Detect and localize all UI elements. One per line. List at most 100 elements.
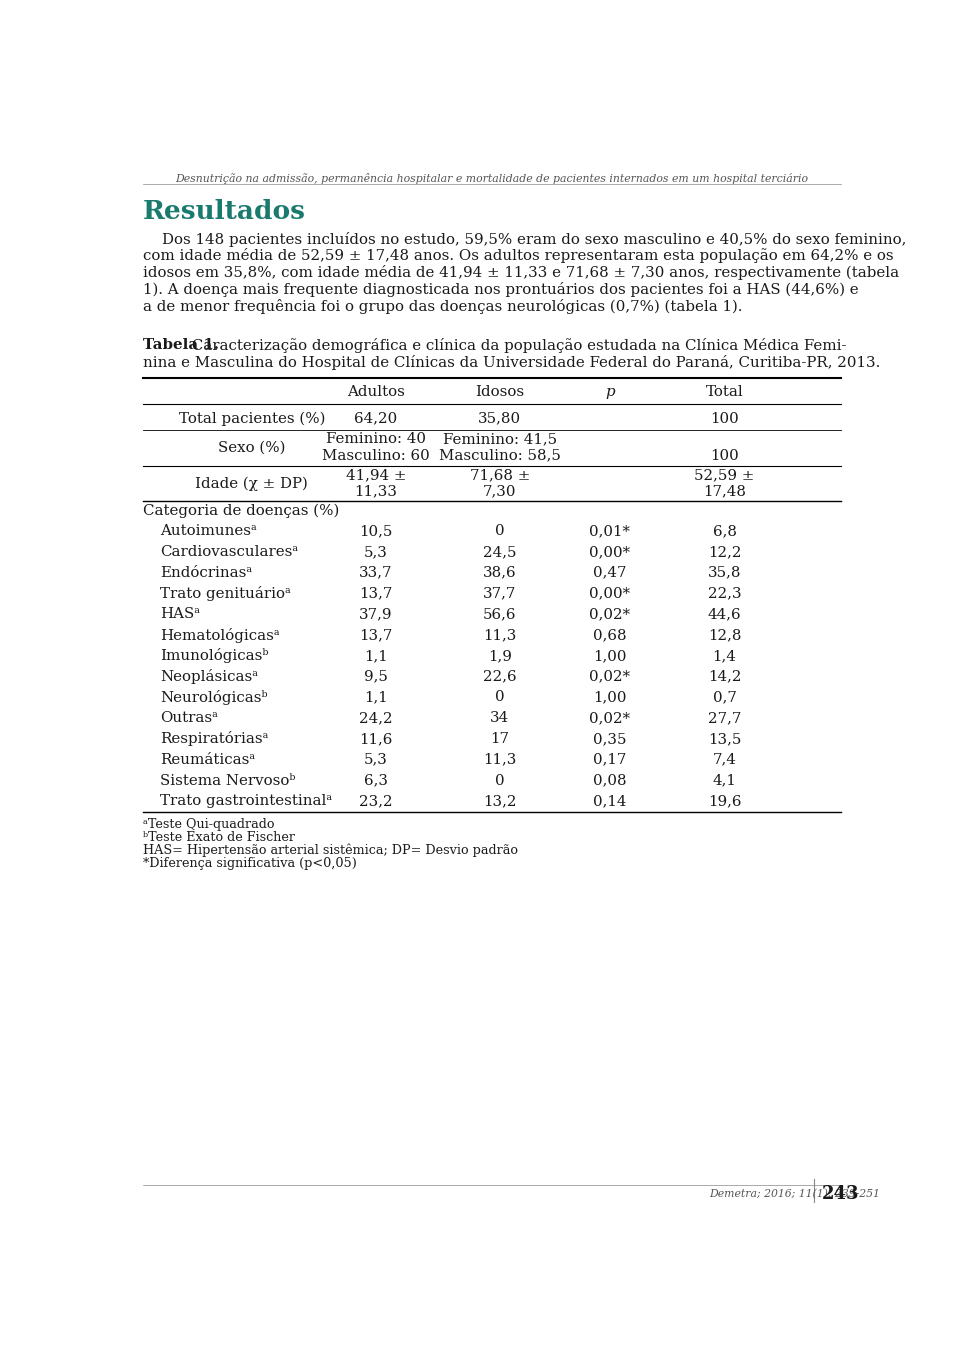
Text: 13,7: 13,7: [359, 587, 393, 600]
Text: 52,59 ±: 52,59 ±: [694, 468, 755, 481]
Text: 0,68: 0,68: [593, 629, 627, 642]
Text: 41,94 ±: 41,94 ±: [346, 468, 406, 481]
Text: 35,8: 35,8: [708, 565, 741, 580]
Text: 24,5: 24,5: [483, 545, 516, 558]
Text: 12,8: 12,8: [708, 629, 741, 642]
Text: Neurológicasᵇ: Neurológicasᵇ: [160, 690, 268, 704]
Text: 13,2: 13,2: [483, 795, 516, 808]
Text: Adultos: Adultos: [347, 385, 405, 399]
Text: Cardiovascularesᵃ: Cardiovascularesᵃ: [160, 545, 299, 558]
Text: Trato gastrointestinalᵃ: Trato gastrointestinalᵃ: [160, 795, 332, 808]
Text: 5,3: 5,3: [364, 753, 388, 767]
Text: a de menor frequência foi o grupo das doenças neurológicas (0,7%) (tabela 1).: a de menor frequência foi o grupo das do…: [143, 299, 743, 314]
Text: 0,14: 0,14: [593, 795, 627, 808]
Text: p: p: [605, 385, 614, 399]
Text: 71,68 ±: 71,68 ±: [469, 468, 530, 481]
Text: 1). A doença mais frequente diagnosticada nos prontuários dos pacientes foi a HA: 1). A doença mais frequente diagnosticad…: [143, 283, 859, 297]
Text: Feminino: 41,5: Feminino: 41,5: [443, 433, 557, 446]
Text: ᵃTeste Qui-quadrado: ᵃTeste Qui-quadrado: [143, 818, 275, 830]
Text: 44,6: 44,6: [708, 607, 741, 621]
Text: 1,4: 1,4: [712, 649, 736, 662]
Text: Masculino: 58,5: Masculino: 58,5: [439, 449, 561, 462]
Text: 35,80: 35,80: [478, 411, 521, 426]
Text: 13,5: 13,5: [708, 731, 741, 746]
Text: Neoplásicasᵃ: Neoplásicasᵃ: [160, 669, 258, 684]
Text: Feminino: 40: Feminino: 40: [325, 433, 425, 446]
Text: 7,4: 7,4: [712, 753, 736, 767]
Text: 56,6: 56,6: [483, 607, 516, 621]
Text: 10,5: 10,5: [359, 525, 393, 538]
Text: 11,3: 11,3: [483, 629, 516, 642]
Text: 0,01*: 0,01*: [589, 525, 630, 538]
Text: Idosos: Idosos: [475, 385, 524, 399]
Text: 100: 100: [710, 449, 739, 462]
Text: Sistema Nervosoᵇ: Sistema Nervosoᵇ: [160, 773, 296, 788]
Text: 1,00: 1,00: [593, 691, 627, 704]
Text: 11,33: 11,33: [354, 484, 397, 498]
Text: 0,00*: 0,00*: [589, 587, 631, 600]
Text: HASᵃ: HASᵃ: [160, 607, 201, 621]
Text: 4,1: 4,1: [712, 773, 736, 788]
Text: 37,9: 37,9: [359, 607, 393, 621]
Text: 23,2: 23,2: [359, 795, 393, 808]
Text: 1,1: 1,1: [364, 691, 388, 704]
Text: 0,00*: 0,00*: [589, 545, 631, 558]
Text: 0: 0: [495, 691, 505, 704]
Text: 34: 34: [491, 711, 510, 725]
Text: 9,5: 9,5: [364, 669, 388, 684]
Text: 0: 0: [495, 525, 505, 538]
Text: Outrasᵃ: Outrasᵃ: [160, 711, 218, 725]
Text: 33,7: 33,7: [359, 565, 393, 580]
Text: Resultados: Resultados: [143, 199, 306, 224]
Text: Desnutrição na admissão, permanência hospitalar e mortalidade de pacientes inter: Desnutrição na admissão, permanência hos…: [176, 173, 808, 184]
Text: com idade média de 52,59 ± 17,48 anos. Os adultos representaram esta população e: com idade média de 52,59 ± 17,48 anos. O…: [143, 249, 894, 264]
Text: nina e Masculina do Hospital de Clínicas da Universidade Federal do Paraná, Curi: nina e Masculina do Hospital de Clínicas…: [143, 354, 880, 369]
Text: 11,3: 11,3: [483, 753, 516, 767]
Text: 0,17: 0,17: [593, 753, 627, 767]
Text: Masculino: 60: Masculino: 60: [322, 449, 430, 462]
Text: 38,6: 38,6: [483, 565, 516, 580]
Text: 1,00: 1,00: [593, 649, 627, 662]
Text: 12,2: 12,2: [708, 545, 741, 558]
Text: 17: 17: [491, 731, 509, 746]
Text: 7,30: 7,30: [483, 484, 516, 498]
Text: Tabela 1.: Tabela 1.: [143, 338, 219, 352]
Text: 6,3: 6,3: [364, 773, 388, 788]
Text: 19,6: 19,6: [708, 795, 741, 808]
Text: 1,9: 1,9: [488, 649, 512, 662]
Text: idosos em 35,8%, com idade média de 41,94 ± 11,33 e 71,68 ± 7,30 anos, respectiv: idosos em 35,8%, com idade média de 41,9…: [143, 265, 900, 280]
Text: Demetra; 2016; 11(1); 239-251: Demetra; 2016; 11(1); 239-251: [709, 1188, 880, 1199]
Text: 24,2: 24,2: [359, 711, 393, 725]
Text: Respiratóriasᵃ: Respiratóriasᵃ: [160, 731, 269, 746]
Text: 22,3: 22,3: [708, 587, 741, 600]
Text: 0,02*: 0,02*: [589, 669, 631, 684]
Text: Hematológicasᵃ: Hematológicasᵃ: [160, 627, 280, 642]
Text: Imunológicasᵇ: Imunológicasᵇ: [160, 649, 269, 664]
Text: 6,8: 6,8: [712, 525, 736, 538]
Text: Total: Total: [706, 385, 743, 399]
Text: 0: 0: [495, 773, 505, 788]
Text: 17,48: 17,48: [703, 484, 746, 498]
Text: 100: 100: [710, 411, 739, 426]
Text: Caracterização demográfica e clínica da população estudada na Clínica Médica Fem: Caracterização demográfica e clínica da …: [187, 338, 847, 353]
Text: 0,35: 0,35: [593, 731, 627, 746]
Text: 243: 243: [822, 1186, 859, 1203]
Text: *Diferença significativa (p<0,05): *Diferença significativa (p<0,05): [143, 857, 357, 869]
Text: Reumáticasᵃ: Reumáticasᵃ: [160, 753, 255, 767]
Text: 0,02*: 0,02*: [589, 607, 631, 621]
Text: 37,7: 37,7: [483, 587, 516, 600]
Text: 11,6: 11,6: [359, 731, 393, 746]
Text: 64,20: 64,20: [354, 411, 397, 426]
Text: 22,6: 22,6: [483, 669, 516, 684]
Text: Trato genituárioᵃ: Trato genituárioᵃ: [160, 585, 291, 600]
Text: ᵇTeste Exato de Fischer: ᵇTeste Exato de Fischer: [143, 830, 296, 844]
Text: Total pacientes (%): Total pacientes (%): [179, 411, 324, 426]
Text: Idade (χ ± DP): Idade (χ ± DP): [196, 476, 308, 491]
Text: Endócrinasᵃ: Endócrinasᵃ: [160, 565, 252, 580]
Text: 1,1: 1,1: [364, 649, 388, 662]
Text: 0,7: 0,7: [712, 691, 736, 704]
Text: 27,7: 27,7: [708, 711, 741, 725]
Text: 5,3: 5,3: [364, 545, 388, 558]
Text: HAS= Hipertensão arterial sistêmica; DP= Desvio padrão: HAS= Hipertensão arterial sistêmica; DP=…: [143, 844, 518, 857]
Text: Categoria de doenças (%): Categoria de doenças (%): [143, 504, 340, 518]
